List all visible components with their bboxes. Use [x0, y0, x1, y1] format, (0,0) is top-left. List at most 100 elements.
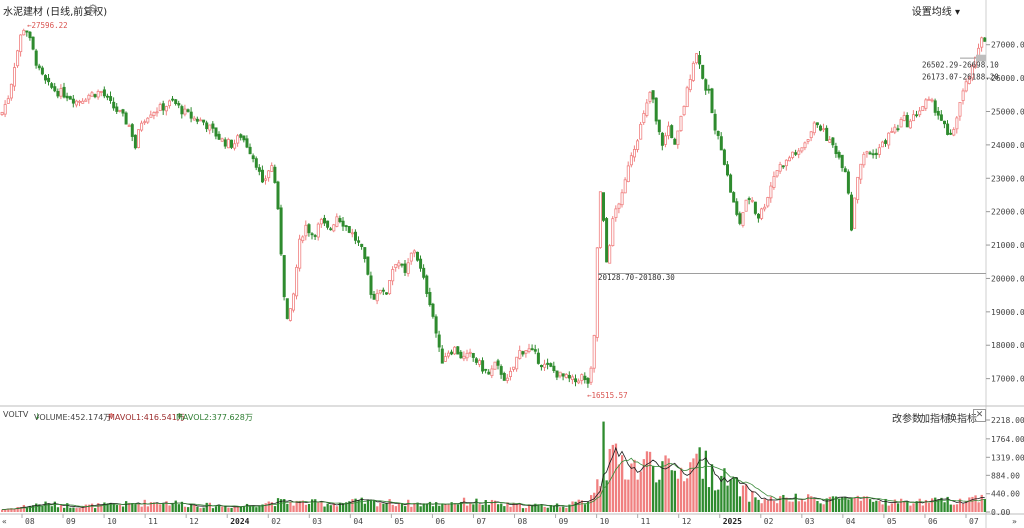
switch-indicator-button[interactable]: 换指标 [947, 414, 977, 425]
candle-body [450, 351, 454, 355]
candle-body [434, 316, 438, 334]
volume-bar [692, 458, 695, 512]
time-axis-label: 02 [271, 517, 281, 526]
volume-bar [574, 501, 577, 512]
candle-body [226, 139, 230, 149]
volume-bar [955, 504, 959, 512]
candle-body [127, 125, 131, 127]
volume-bar [707, 487, 711, 512]
candle-body [440, 348, 444, 364]
candle-body [952, 129, 956, 136]
candle-body [310, 233, 314, 236]
time-axis-label: 2024 [230, 517, 249, 526]
volume-bar [850, 497, 853, 512]
candle-body [831, 137, 835, 146]
candle-body [87, 94, 91, 100]
volume-bar [614, 443, 618, 512]
volume-bar [909, 505, 912, 512]
volume-bar [106, 503, 109, 512]
volume-bar [810, 496, 813, 512]
candle-body [512, 366, 516, 370]
volume-bar [50, 506, 53, 512]
scroll-left-icon[interactable]: « [2, 517, 7, 526]
volume-bar [357, 500, 360, 512]
volume-bar [4, 509, 7, 512]
volume-bar [834, 496, 838, 512]
volume-bar [159, 504, 162, 512]
candle-body [254, 158, 258, 168]
volume-bar [540, 504, 543, 512]
volume-bar [772, 500, 776, 512]
close-icon[interactable]: ✕ [973, 409, 986, 422]
candle-body [614, 208, 618, 218]
volume-bar [630, 463, 633, 512]
volume-bar [211, 508, 215, 512]
volume-bar [16, 506, 19, 512]
volume-bar [552, 506, 556, 512]
candle-body [112, 101, 116, 109]
volume-bar [301, 500, 304, 512]
candle-body [161, 103, 165, 111]
volume-bar [819, 503, 822, 512]
candle-body [118, 109, 122, 112]
candle-body [505, 377, 509, 381]
scroll-right-icon[interactable]: » [1012, 517, 1017, 526]
candle-body [660, 132, 664, 146]
candle-body [220, 138, 224, 142]
candle-body [881, 141, 885, 148]
volume-bar [441, 503, 444, 512]
time-axis-label: 09 [559, 517, 569, 526]
candle-body [809, 131, 813, 139]
volume-bar [881, 504, 884, 512]
candle-body [403, 263, 407, 273]
candle-body [772, 176, 776, 188]
volume-bar [28, 505, 32, 512]
volume-bar [366, 499, 370, 512]
candle-body [251, 155, 255, 160]
candle-body [257, 167, 261, 172]
time-axis-label: 06 [928, 517, 938, 526]
volume-bar [621, 455, 624, 512]
volume-bar [859, 500, 862, 512]
candle-body [598, 191, 602, 248]
candle-body [791, 151, 795, 158]
candle-body [217, 133, 221, 140]
volume-bar [949, 504, 952, 512]
volume-bar [599, 486, 602, 512]
volume-bar [797, 501, 800, 512]
volume-bar [478, 504, 481, 512]
candle-body [174, 99, 178, 104]
volume-bar [75, 508, 78, 512]
candle-body [642, 113, 646, 123]
volume-bar [670, 470, 673, 512]
candle-body [763, 206, 767, 210]
volume-bar [72, 507, 75, 512]
volume-bar [208, 502, 211, 512]
candle-body [304, 224, 308, 237]
edit-params-button[interactable]: 改参数 [892, 414, 922, 425]
add-indicator-button[interactable]: 加指标 [920, 414, 950, 425]
volume-bar [109, 502, 112, 512]
volume-bar [667, 458, 670, 512]
candle-body [617, 203, 621, 209]
candle-body [738, 213, 742, 224]
candle-body [908, 120, 912, 129]
candle-body [757, 213, 761, 219]
volume-bar [596, 479, 599, 512]
volume-bar [791, 501, 794, 512]
volume-bar [152, 502, 156, 512]
candle-body [189, 111, 193, 119]
gear-icon[interactable]: ⚙ [88, 2, 98, 15]
candle-body [788, 157, 792, 162]
candle-body [44, 75, 48, 81]
candle-body [140, 122, 144, 131]
candle-body [902, 115, 906, 121]
volume-bar [878, 501, 881, 512]
volume-bar [190, 503, 193, 512]
candle-body [629, 155, 633, 166]
volume-bar [146, 506, 149, 512]
candle-body [899, 119, 903, 128]
ma-setting-button[interactable]: 设置均线 ▾ [912, 3, 960, 18]
candle-body [654, 97, 658, 122]
